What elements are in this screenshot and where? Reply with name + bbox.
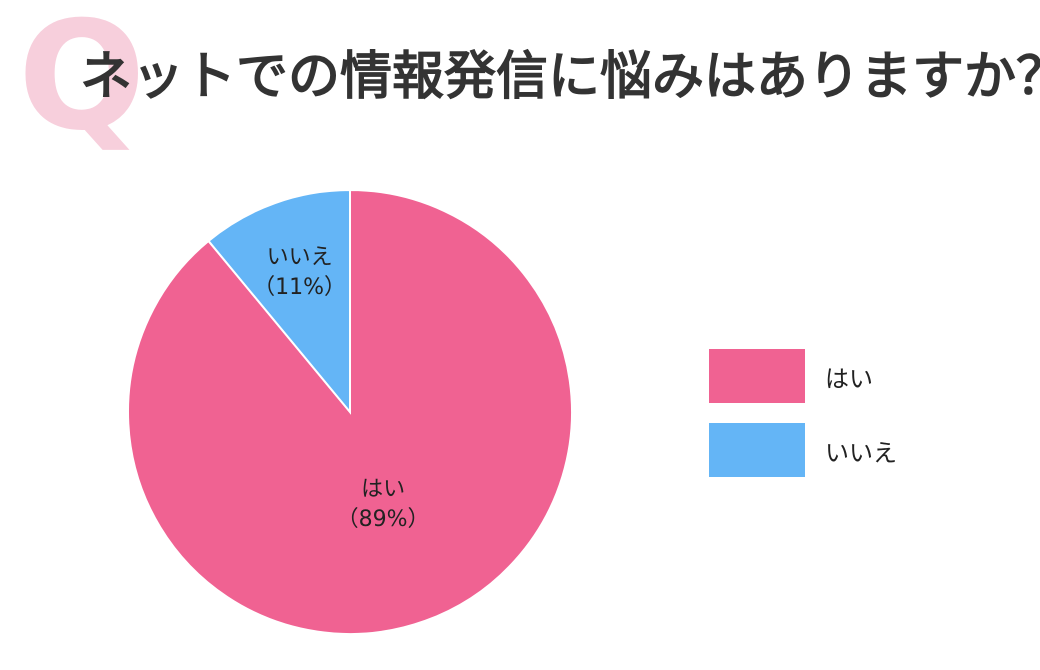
pie-labels: はい （89%） いいえ （11%）	[253, 245, 429, 532]
legend-label-no: いいえ	[825, 438, 897, 467]
legend-item-yes: はい	[709, 349, 897, 403]
question-q-mark: Q	[18, 0, 146, 164]
legend-swatch-no	[709, 423, 805, 477]
pie-slice-label-0: はい	[361, 477, 405, 502]
pie-slice-label-1: いいえ	[267, 245, 333, 270]
pie-slices	[127, 188, 573, 635]
legend: はい いいえ	[709, 349, 897, 497]
pie-slice-1	[207, 188, 351, 415]
page-title: ネットでの情報発信に悩みはありますか？	[80, 47, 1040, 107]
pie-slice-percent-1: （11%）	[253, 275, 346, 300]
pie-slice-percent-0: （89%）	[337, 507, 430, 532]
legend-item-no: いいえ	[709, 423, 897, 477]
legend-label-yes: はい	[825, 364, 873, 393]
legend-swatch-yes	[709, 349, 805, 403]
